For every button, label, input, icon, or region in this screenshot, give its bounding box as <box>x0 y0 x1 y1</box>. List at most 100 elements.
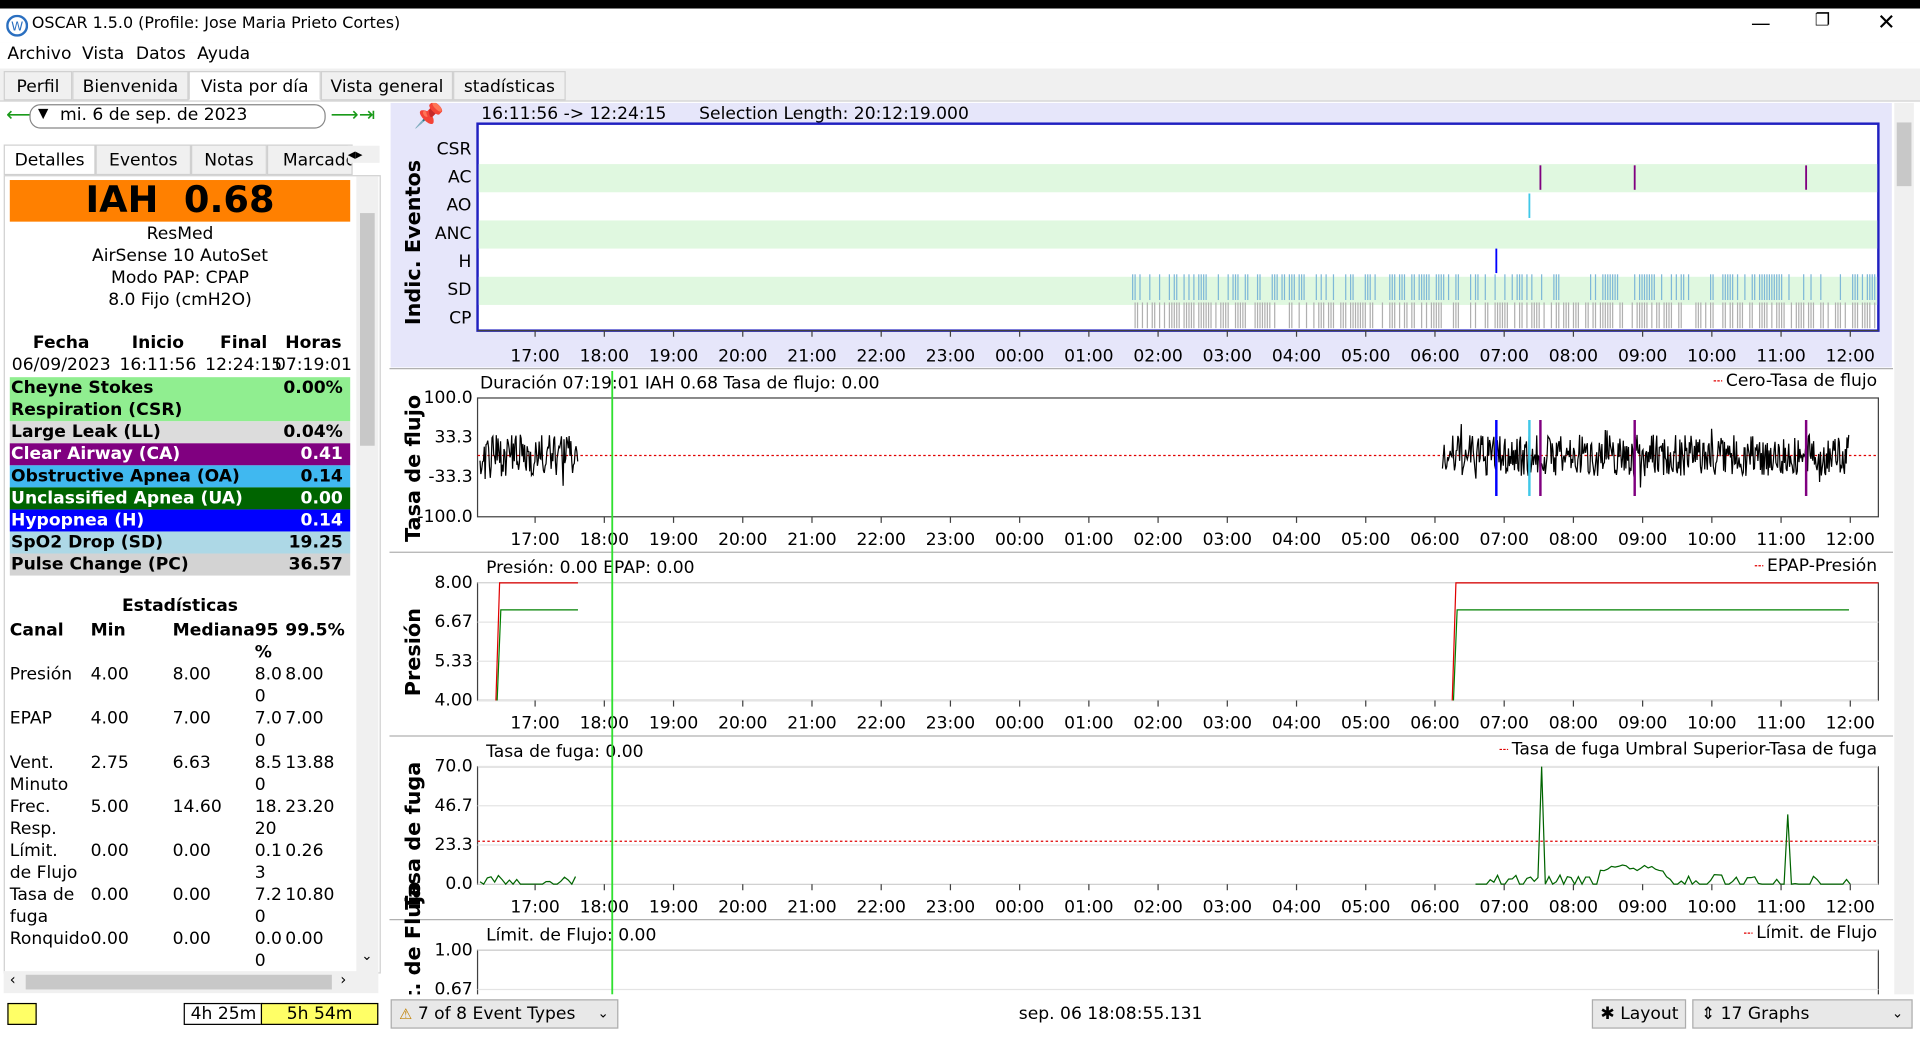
side-tab[interactable]: Eventos <box>95 144 192 176</box>
close[interactable]: ✕ <box>1877 9 1896 36</box>
menu-item[interactable]: Archivo <box>7 44 72 64</box>
x-tick-label: 20:00 <box>718 714 767 734</box>
side-tab[interactable]: Detalles <box>3 144 96 176</box>
menu-item[interactable]: Datos <box>135 44 186 64</box>
event-label: Unclassified Apnea (UA) <box>11 488 243 509</box>
event-value: 0.04% <box>283 422 343 443</box>
tab[interactable]: Vista general <box>320 71 454 101</box>
graph-info: Duración 07:19:01 IAH 0.68 Tasa de flujo… <box>480 373 880 393</box>
prev-day[interactable]: ⟵ <box>6 102 35 127</box>
x-tick-label: 00:00 <box>995 714 1044 734</box>
layout: Layout <box>1620 1004 1679 1024</box>
restore[interactable]: ❐ <box>1814 11 1831 31</box>
stats-cell: 6.63 <box>172 753 211 773</box>
tab[interactable]: Vista por día <box>188 71 321 101</box>
event-row-label: AC <box>448 168 471 188</box>
machine-info-line: ResMed <box>146 224 214 244</box>
menu-item[interactable]: Vista <box>82 44 125 64</box>
x-tick-label: 19:00 <box>649 714 698 734</box>
stats-cell: 8.50 <box>254 753 282 795</box>
event-row-label: ANC <box>435 224 472 244</box>
x-tick-label: 03:00 <box>1203 714 1252 734</box>
event-row: Large Leak (LL) 0.04% <box>9 421 351 444</box>
svg-text:W: W <box>11 19 23 33</box>
stats-cell: 10.80 <box>285 885 335 905</box>
tab[interactable]: stadísticas <box>453 71 566 101</box>
tab[interactable]: Perfil <box>3 71 73 101</box>
event-value: 0.41 <box>300 444 343 465</box>
stats-cell: 13.88 <box>285 753 335 773</box>
x-tick-label: 02:00 <box>1133 530 1182 550</box>
tab[interactable]: Bienvenida <box>72 71 189 101</box>
event-types: 7 of 8 Event Types <box>417 1004 576 1024</box>
x-tick-label: 12:00 <box>1826 530 1875 550</box>
graphs-dropdown[interactable]: ⇕ 17 Graphs ⌄ <box>1692 999 1913 1029</box>
legend: Tasa de fuga Umbral Superior-Tasa de fug… <box>1511 739 1877 759</box>
y-tick-label: 6.67 <box>435 612 473 632</box>
x-tick-label: 23:00 <box>926 346 975 366</box>
x-tick-label: 23:00 <box>926 530 975 550</box>
stats-cell: 0.26 <box>285 841 324 861</box>
graph-info: Tasa de fuga: 0.00 <box>485 742 643 762</box>
h-scrollbar[interactable]: ‹ › <box>3 971 379 994</box>
y-axis-title: Tasa de flujo <box>401 395 425 542</box>
stats-cell: 0.00 <box>172 885 211 905</box>
x-tick-label: 22:00 <box>857 897 906 917</box>
event-row-band <box>478 276 1878 305</box>
event-row-band <box>478 164 1878 193</box>
stats-header: 95 % <box>254 620 279 663</box>
x-tick-label: 01:00 <box>1064 714 1113 734</box>
stats-cell: 7.00 <box>285 709 324 729</box>
ahi-box: IAH 0.68 <box>9 179 351 222</box>
x-tick-label: 09:00 <box>1618 346 1667 366</box>
minimize[interactable]: — <box>1751 11 1771 35</box>
stats-cell: Vent. Minuto <box>9 753 69 795</box>
layout-button[interactable]: ✱ Layout <box>1591 999 1687 1029</box>
event-types-dropdown[interactable]: ⚠ 7 of 8 Event Types ⌄ <box>390 999 619 1029</box>
graph-info: Límit. de Flujo: 0.00 <box>486 926 656 946</box>
date-picker[interactable]: ▼ mi. 6 de sep. de 2023 <box>29 104 326 129</box>
x-tick-label: 07:00 <box>1480 897 1529 917</box>
tab-scroll[interactable]: ◂▸ <box>347 145 380 163</box>
next-day[interactable]: ⟶ <box>330 102 359 127</box>
x-tick-label: 21:00 <box>787 714 836 734</box>
x-tick-label: 12:00 <box>1826 897 1875 917</box>
y-axis-title: Presión <box>401 608 425 696</box>
menu-item[interactable]: Ayuda <box>197 44 251 64</box>
event-row-label: AO <box>447 196 472 216</box>
stats-cell: 7.00 <box>172 709 211 729</box>
side-tab[interactable]: Notas <box>191 144 267 176</box>
stats-cell: 4.00 <box>90 709 129 729</box>
x-tick-label: 17:00 <box>510 897 559 917</box>
x-tick-label: 06:00 <box>1410 897 1459 917</box>
pressure-line <box>1451 582 1879 701</box>
epap-line <box>496 609 578 701</box>
y-tick-label: 23.3 <box>435 835 473 855</box>
x-tick-label: 07:00 <box>1480 346 1529 366</box>
x-tick-label: 06:00 <box>1410 714 1459 734</box>
stats-cell: 8.00 <box>172 664 211 685</box>
session-value: 06/09/2023 <box>11 355 111 375</box>
y-tick-label: 46.7 <box>435 796 473 816</box>
graph-count: 17 Graphs <box>1720 1004 1810 1024</box>
x-tick-label: 02:00 <box>1133 346 1182 366</box>
graphs: Indic. Eventos 16:11:56 -> 12:24:15 Select… <box>389 102 1894 995</box>
duration: 5h 54m <box>260 1002 379 1025</box>
stats-cell: 0.13 <box>254 841 282 883</box>
stats-cell: Límit. de Flujo <box>9 841 78 883</box>
side-tab[interactable]: Marcado <box>266 144 353 176</box>
event-label: SpO2 Drop (SD) <box>11 532 164 553</box>
session-header: Inicio <box>131 333 185 353</box>
machine-info-line: Modo PAP: CPAP <box>111 268 249 288</box>
stats-cell: 23.20 <box>285 797 335 817</box>
last-day[interactable]: ⇥ <box>358 102 376 127</box>
session-value: 16:11:56 <box>119 355 197 375</box>
y-tick-label: 8.00 <box>435 573 473 593</box>
x-tick-label: 10:00 <box>1687 530 1736 550</box>
flow-waveform <box>479 434 579 486</box>
stats-cell: 4.00 <box>90 664 129 685</box>
x-tick-label: 18:00 <box>580 346 629 366</box>
x-tick-label: 11:00 <box>1756 897 1805 917</box>
x-tick-label: 01:00 <box>1064 897 1113 917</box>
scrollbar[interactable]: ⌄ <box>356 176 379 973</box>
